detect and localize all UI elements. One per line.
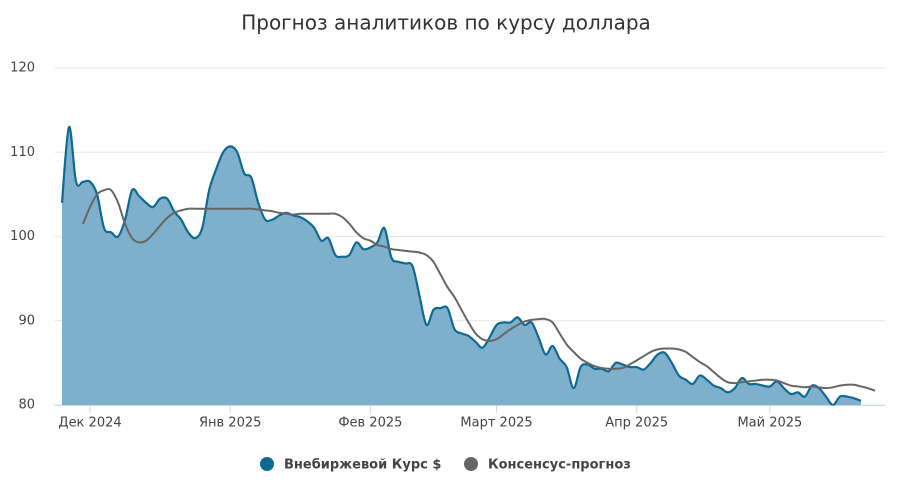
y-tick-label: 100 [10, 229, 35, 244]
legend-label: Внебиржевой Курс $ [284, 458, 441, 473]
x-tick-label: Март 2025 [460, 416, 532, 431]
y-tick-label: 90 [18, 313, 35, 328]
area-fill [62, 126, 861, 405]
legend-marker [464, 457, 478, 471]
x-tick-label: Янв 2025 [199, 416, 261, 431]
legend-item[interactable]: Консенсус-прогноз [464, 457, 631, 473]
x-tick-label: Дек 2024 [58, 416, 121, 431]
legend-marker [260, 457, 274, 471]
y-tick-label: 80 [18, 398, 35, 413]
area-line [60, 125, 862, 406]
y-tick-label: 110 [10, 145, 35, 160]
x-tick-label: Апр 2025 [605, 416, 668, 431]
x-tick-label: Май 2025 [737, 416, 802, 431]
legend-label: Консенсус-прогноз [488, 458, 631, 473]
x-tick-label: Фев 2025 [338, 416, 402, 431]
y-tick-label: 120 [10, 61, 35, 76]
legend-item[interactable]: Внебиржевой Курс $ [260, 457, 441, 473]
chart-title: Прогноз аналитиков по курсу доллара [241, 11, 651, 35]
plot-area [60, 125, 876, 406]
forecast-line [82, 188, 876, 392]
